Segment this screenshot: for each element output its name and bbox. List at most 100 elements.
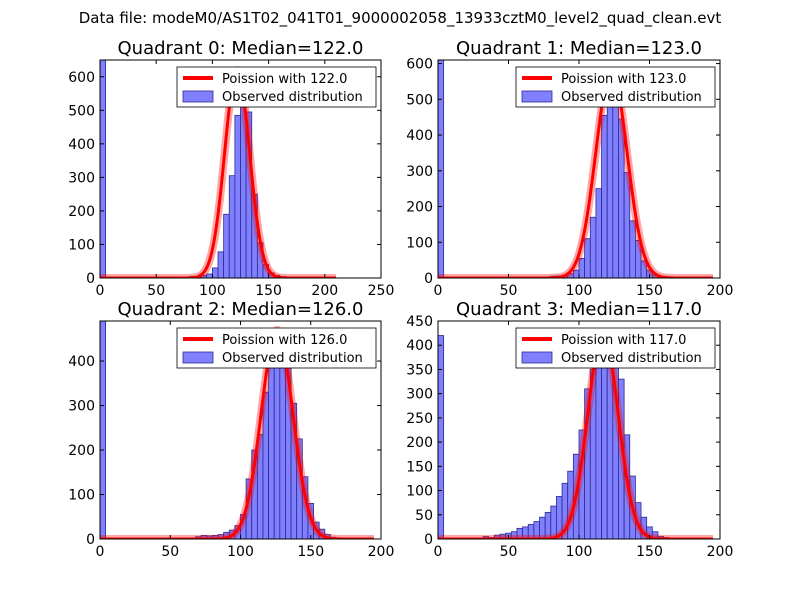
histogram-bar — [651, 531, 659, 539]
histogram-bars — [100, 321, 343, 539]
legend-bar-label: Observed distribution — [561, 351, 702, 366]
legend: Poission with 123.0 Observed distribution — [515, 66, 716, 108]
x-tick-label: 0 — [96, 283, 105, 299]
legend: Poission with 122.0 Observed distribution — [176, 66, 377, 108]
x-tick-label: 150 — [636, 544, 663, 560]
histogram-bar — [211, 267, 219, 278]
histogram-bar — [223, 213, 230, 278]
y-tick-label: 450 — [406, 314, 433, 330]
legend-bar-label: Observed distribution — [561, 90, 702, 105]
y-tick-label: 150 — [406, 459, 433, 475]
legend-bar-label: Observed distribution — [222, 351, 363, 366]
histogram-bar — [100, 60, 107, 278]
y-tick-label: 500 — [406, 92, 433, 108]
x-tick-label: 200 — [368, 544, 395, 560]
legend-line-label: Poission with 117.0 — [561, 333, 686, 348]
y-tick-label: 200 — [68, 204, 95, 220]
y-tick-label: 500 — [68, 103, 95, 119]
histogram-bar — [217, 251, 225, 278]
x-tick-label: 100 — [566, 544, 593, 560]
y-tick-label: 250 — [406, 411, 433, 427]
quadrant-0-panel: 0 50 100 150 200 250 0 100 200 300 400 500 600 Quadra… — [68, 38, 394, 299]
histogram-bar — [228, 175, 236, 278]
panel-title: Quadrant 3: Median=117.0 — [456, 299, 702, 320]
y-tick-label: 300 — [406, 387, 433, 403]
panel-title: Quadrant 0: Median=122.0 — [118, 38, 364, 59]
x-tick-label: 100 — [199, 283, 226, 299]
y-tick-label: 0 — [86, 271, 95, 287]
legend-bar-swatch — [521, 351, 553, 364]
histogram-bar — [273, 340, 281, 539]
y-tick-label: 300 — [68, 170, 95, 186]
axes-frame — [99, 59, 382, 279]
fit-curve-group — [100, 325, 378, 539]
histogram-bar — [601, 114, 608, 278]
x-tick-label: 0 — [434, 283, 443, 299]
y-tick-label: 100 — [68, 488, 95, 504]
legend-bar-label: Observed distribution — [222, 90, 363, 105]
histogram-bars — [438, 335, 670, 539]
histogram-bar — [206, 273, 213, 278]
histogram-bar — [438, 60, 445, 278]
histogram-bar — [595, 352, 602, 539]
fit-curve-group — [100, 66, 340, 278]
y-tick-label: 100 — [406, 484, 433, 500]
y-tick-label: 400 — [68, 137, 95, 153]
legend-line-label: Poission with 123.0 — [561, 72, 686, 87]
y-tick-label: 350 — [406, 362, 433, 378]
x-tick-label: 250 — [368, 283, 395, 299]
legend-bar-swatch — [182, 90, 214, 103]
x-tick-label: 100 — [227, 544, 254, 560]
y-tick-label: 300 — [68, 399, 95, 415]
y-tick-label: 400 — [406, 128, 433, 144]
x-tick-label: 150 — [255, 283, 282, 299]
histogram-bars — [438, 60, 670, 278]
quadrant-1-panel: 0 50 100 150 200 0 100 200 300 400 500 600 Quadrant … — [406, 38, 733, 299]
legend-bar-swatch — [182, 351, 214, 364]
histogram-bar — [640, 260, 648, 278]
histogram-bar — [438, 335, 445, 539]
legend-line-label: Poission with 122.0 — [222, 72, 347, 87]
histogram-bar — [589, 216, 597, 278]
y-tick-label: 100 — [406, 235, 433, 251]
histogram-bar — [612, 95, 619, 278]
x-tick-label: 200 — [311, 283, 338, 299]
x-tick-label: 50 — [500, 283, 518, 299]
x-tick-label: 0 — [96, 544, 105, 560]
figure-title: Data file: modeM0/AS1T02_041T01_90000020… — [79, 9, 722, 28]
histogram-bar — [268, 362, 275, 539]
y-tick-label: 200 — [406, 200, 433, 216]
quadrant-2-panel: 0 50 100 150 200 0 100 200 300 400 Quadrant 2: Med… — [68, 299, 394, 560]
y-tick-label: 50 — [415, 508, 433, 524]
y-tick-label: 100 — [68, 237, 95, 253]
y-tick-label: 400 — [68, 354, 95, 370]
y-tick-label: 400 — [406, 338, 433, 354]
legend: Poission with 126.0 Observed distribution — [176, 327, 377, 369]
quadrant-3-panel: 0 50 100 150 200 0 50 100 150 200 250 300 350 400 450 Q… — [406, 299, 733, 560]
histogram-bar — [606, 82, 614, 278]
x-tick-label: 200 — [707, 283, 734, 299]
legend-line-label: Poission with 126.0 — [222, 333, 347, 348]
x-tick-label: 150 — [297, 544, 324, 560]
x-tick-label: 50 — [161, 544, 179, 560]
legend-bar-swatch — [521, 90, 553, 103]
y-tick-label: 0 — [86, 532, 95, 548]
histogram-bar — [234, 114, 241, 278]
y-tick-label: 200 — [406, 435, 433, 451]
panel-title: Quadrant 2: Median=126.0 — [118, 299, 364, 320]
x-tick-label: 50 — [500, 544, 518, 560]
x-tick-label: 150 — [636, 283, 663, 299]
x-tick-label: 200 — [707, 544, 734, 560]
histogram-bar — [100, 321, 107, 539]
y-tick-label: 0 — [424, 271, 433, 287]
poisson-fit-line — [100, 68, 337, 278]
x-tick-label: 50 — [147, 283, 165, 299]
panel-title: Quadrant 1: Median=123.0 — [456, 38, 702, 59]
y-tick-label: 300 — [406, 164, 433, 180]
y-tick-label: 600 — [68, 70, 95, 86]
x-tick-label: 100 — [566, 283, 593, 299]
histogram-bar — [595, 188, 602, 278]
poisson-fit-line — [100, 328, 375, 539]
y-tick-label: 600 — [406, 57, 433, 73]
